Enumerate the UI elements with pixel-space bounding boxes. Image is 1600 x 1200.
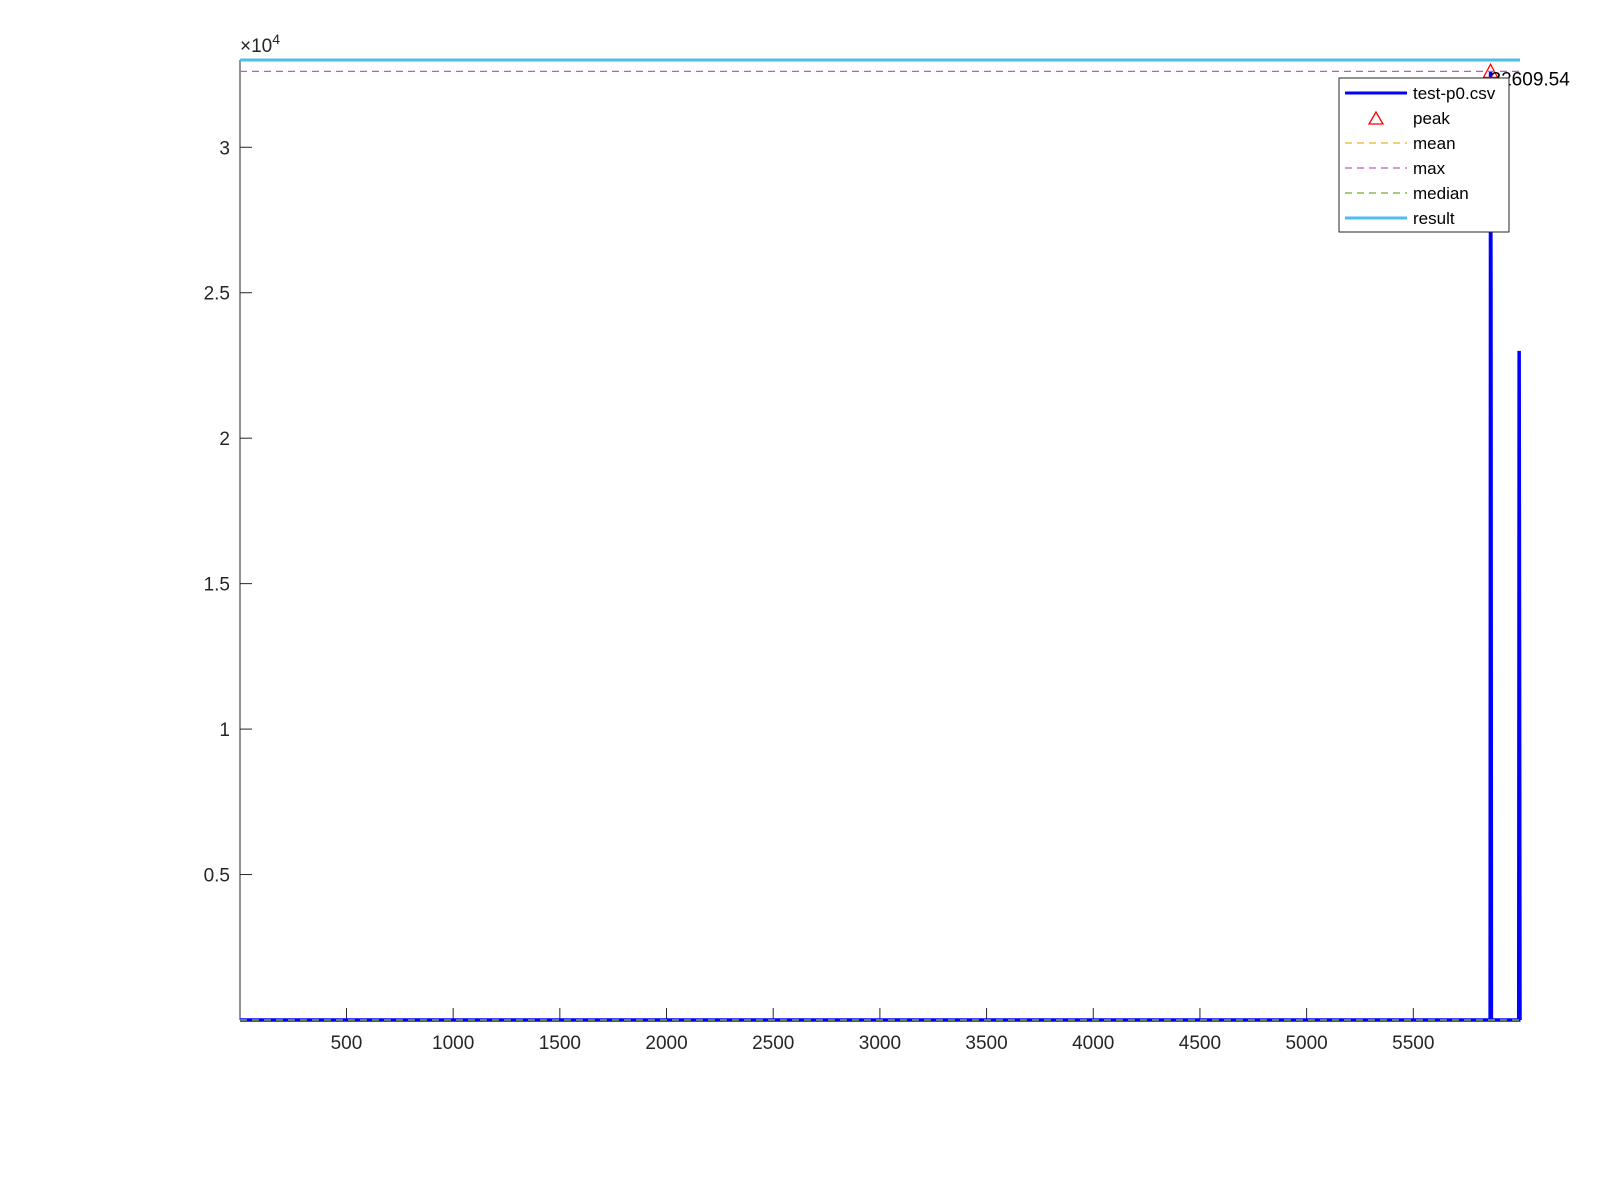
y-exponent-label: ×104 bbox=[240, 31, 280, 57]
x-tick-label: 5500 bbox=[1392, 1033, 1434, 1054]
legend-label-peak: peak bbox=[1413, 109, 1450, 128]
plot-area: 32609.54 bbox=[240, 58, 1571, 1022]
legend-label-max: max bbox=[1413, 159, 1446, 178]
axes: 500 1000 1500 2000 2500 3000 3500 4000 4500 5000 5… bbox=[204, 31, 1520, 1054]
peak-value-annotation: 32609.54 bbox=[1491, 69, 1571, 90]
x-tick-label: 4000 bbox=[1072, 1033, 1114, 1054]
x-tick-label: 3500 bbox=[965, 1033, 1007, 1054]
y-tick-label: 2.5 bbox=[204, 284, 230, 305]
y-tick-label: 0.5 bbox=[204, 866, 230, 887]
x-tick-label: 500 bbox=[331, 1033, 363, 1054]
y-tick-label: 1.5 bbox=[204, 575, 230, 596]
x-tick-label: 2000 bbox=[645, 1033, 687, 1054]
legend-swatch-peak bbox=[1367, 110, 1385, 125]
x-tick-label: 2500 bbox=[752, 1033, 794, 1054]
y-tick-label: 1 bbox=[219, 720, 230, 741]
legend: test-p0.csv peak mean max median result bbox=[1338, 77, 1510, 233]
x-tick-label: 4500 bbox=[1179, 1033, 1221, 1054]
y-tick-label: 3 bbox=[219, 138, 230, 159]
x-tick-label: 5000 bbox=[1285, 1033, 1327, 1054]
legend-label-median: median bbox=[1413, 184, 1469, 203]
legend-box bbox=[1338, 77, 1510, 233]
x-tick-label: 3000 bbox=[859, 1033, 901, 1054]
series-test-p0-csv-line bbox=[240, 71, 1522, 1022]
y-tick-label: 2 bbox=[219, 429, 230, 450]
x-tick-label: 1500 bbox=[539, 1033, 581, 1054]
legend-label-mean: mean bbox=[1413, 134, 1456, 153]
legend-label-test-p0-csv: test-p0.csv bbox=[1413, 84, 1496, 103]
x-tick-label: 1000 bbox=[432, 1033, 474, 1054]
legend-label-result: result bbox=[1413, 209, 1455, 228]
